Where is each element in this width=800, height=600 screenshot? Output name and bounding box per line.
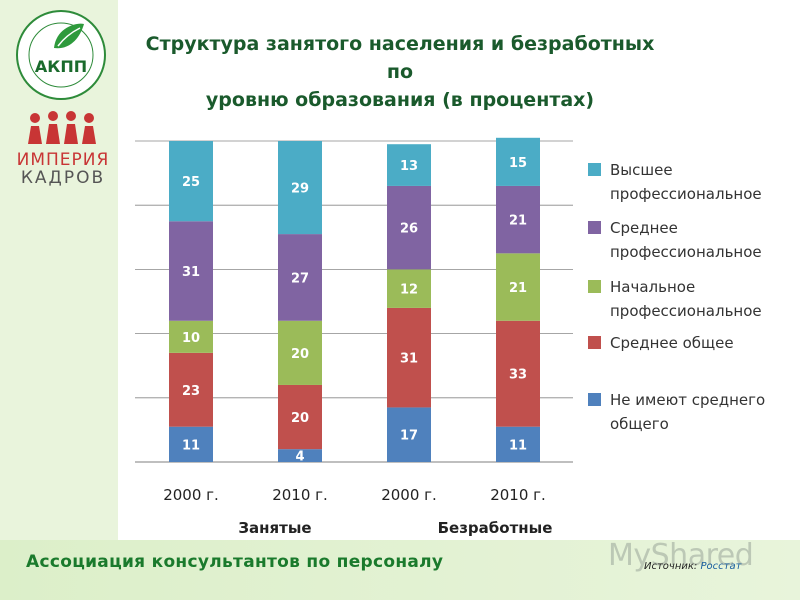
data-label: 23 xyxy=(182,384,200,399)
footer-text: Ассоциация консультантов по персоналу xyxy=(26,552,444,572)
data-label: 12 xyxy=(400,283,418,298)
logo-text: АКПП xyxy=(35,57,87,76)
bar-segment xyxy=(278,384,322,450)
legend-label: профессиональное xyxy=(610,243,762,261)
data-label: 26 xyxy=(400,222,418,237)
x-tick-label: 2010 г. xyxy=(272,486,328,504)
bar-segment xyxy=(278,141,322,235)
data-label: 10 xyxy=(182,331,200,346)
bar-segment xyxy=(169,221,213,321)
bar-segment xyxy=(496,426,540,462)
bar-segment xyxy=(169,141,213,222)
data-label: 31 xyxy=(400,352,418,367)
data-label: 15 xyxy=(509,156,527,171)
legend-label: Высшее xyxy=(610,161,673,179)
akpp-logo: АКПП xyxy=(16,10,106,100)
bar-segment xyxy=(496,253,540,321)
watermark: MyShared xyxy=(608,538,754,573)
bar-segment xyxy=(387,144,431,186)
legend-label: Не имеют среднего xyxy=(610,391,765,409)
people-icon xyxy=(28,111,96,144)
bar-segment xyxy=(387,407,431,462)
bar-segment xyxy=(278,234,322,321)
legend-swatch xyxy=(588,280,601,293)
source-note: Источник: Росстат xyxy=(644,561,741,572)
data-label: 20 xyxy=(291,347,309,362)
bar-segment xyxy=(496,137,540,186)
x-tick-label: 2000 г. xyxy=(381,486,437,504)
bar-segment xyxy=(278,449,322,462)
data-label: 4 xyxy=(295,450,304,465)
data-label: 13 xyxy=(400,159,418,174)
legend-label: Среднее xyxy=(610,219,678,237)
legend-label: общего xyxy=(610,415,669,433)
data-label: 29 xyxy=(291,182,309,197)
data-label: 11 xyxy=(182,438,200,453)
source-label: Источник: xyxy=(644,561,698,572)
bar-segment xyxy=(169,352,213,427)
legend-label: Среднее общее xyxy=(610,334,734,352)
slide-panel xyxy=(118,0,800,540)
data-label: 21 xyxy=(509,281,527,296)
bar-segment xyxy=(169,426,213,462)
legend-label: профессиональное xyxy=(610,302,762,320)
legend-swatch xyxy=(588,393,601,406)
data-label: 25 xyxy=(182,175,200,190)
title-line1: Структура занятого населения и безработн… xyxy=(145,33,655,83)
bar-segment xyxy=(387,307,431,408)
data-label: 21 xyxy=(509,214,527,229)
data-label: 31 xyxy=(182,265,200,280)
data-label: 11 xyxy=(509,438,527,453)
footer-band xyxy=(0,540,800,600)
x-tick-label: 2010 г. xyxy=(490,486,546,504)
data-label: 17 xyxy=(400,429,418,444)
brand-line2: КАДРОВ xyxy=(20,168,106,188)
legend-swatch xyxy=(588,336,601,349)
legend-swatch xyxy=(588,163,601,176)
group-label-unemployed: Безработные xyxy=(438,519,553,537)
title-line2: уровню образования (в процентах) xyxy=(205,89,595,111)
bar-segment xyxy=(278,320,322,385)
data-label: 20 xyxy=(291,411,309,426)
brand-line1: ИМПЕРИЯ xyxy=(16,150,110,170)
bar-segment xyxy=(387,185,431,270)
bar-segment xyxy=(496,185,540,254)
x-tick-label: 2000 г. xyxy=(163,486,219,504)
data-label: 33 xyxy=(509,368,527,383)
bar-segment xyxy=(387,269,431,308)
page-title: Структура занятого населения и безработн… xyxy=(140,30,660,114)
source-value: Росстат xyxy=(700,561,742,572)
imperia-logo: ИМПЕРИЯ КАДРОВ xyxy=(8,110,118,190)
data-label: 27 xyxy=(291,271,309,286)
legend-label: профессиональное xyxy=(610,185,762,203)
bar-segment xyxy=(169,320,213,353)
bar-segment xyxy=(496,320,540,427)
group-label-employed: Занятые xyxy=(238,519,311,537)
legend-label: Начальное xyxy=(610,278,695,296)
legend-swatch xyxy=(588,221,601,234)
